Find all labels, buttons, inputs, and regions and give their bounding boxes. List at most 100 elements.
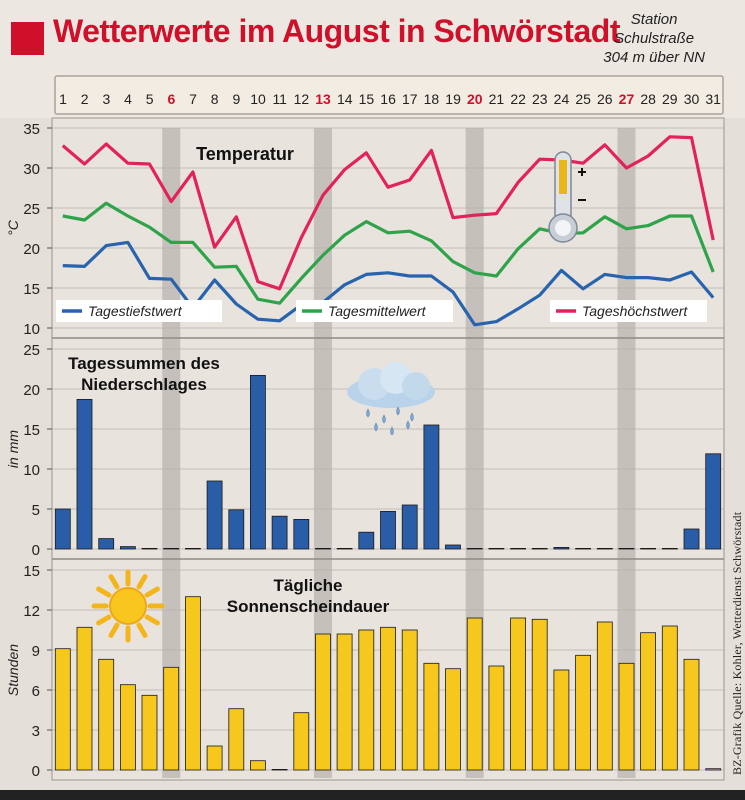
temp-ticklabel-35: 35 — [23, 121, 40, 138]
precip-bar-16 — [380, 510, 396, 550]
precip-bar-27 — [618, 548, 635, 550]
precip-title-line-2: Niederschlages — [81, 375, 207, 394]
day-label-2: 2 — [81, 91, 89, 107]
day-label-10: 10 — [250, 91, 266, 107]
sun-bar-10 — [249, 760, 266, 771]
sun-bar-21 — [488, 665, 505, 771]
cloud-puff-3 — [402, 372, 430, 400]
sun-bar-7 — [184, 596, 201, 771]
precip-bar-18 — [423, 424, 440, 550]
sun-title-line-1: Tägliche — [274, 576, 343, 595]
day-label-9: 9 — [232, 91, 240, 107]
day-label-6: 6 — [167, 91, 175, 107]
precip-bar-5 — [141, 548, 158, 550]
weekend-bands — [162, 128, 636, 778]
precip-bar-21 — [488, 548, 505, 550]
day-label-26: 26 — [597, 91, 613, 107]
sun-ticklabel-15: 15 — [23, 563, 40, 580]
header: Wetterwerte im August in Schwörstadt Sta… — [0, 0, 745, 70]
sun-title-line-2: Sonnenscheindauer — [227, 597, 390, 616]
cloud-rain-icon — [347, 362, 435, 436]
sun-ticklabel-9: 9 — [32, 643, 40, 660]
precip-bar-11 — [271, 515, 288, 550]
precip-axis-label: in mm — [5, 430, 21, 468]
precip-bar-19 — [445, 544, 461, 550]
precip-bar-25 — [575, 548, 591, 550]
title-marker — [11, 22, 44, 55]
sun-bar-12 — [293, 712, 310, 771]
sun-bar-6 — [163, 666, 180, 771]
sun-bar-5 — [141, 694, 158, 771]
precip-bar-15 — [358, 531, 375, 550]
raindrop-1 — [382, 414, 386, 424]
day-label-30: 30 — [684, 91, 700, 107]
raindrop-0 — [366, 408, 370, 418]
precip-bar-22 — [510, 548, 527, 550]
sun-bar-24 — [553, 669, 570, 771]
temperature-panel: Temperatur Tagestiefstwert Tagesmittelwert… — [56, 135, 715, 327]
sun-bar-14 — [336, 633, 353, 771]
series-line-mean — [62, 201, 715, 305]
day-label-21: 21 — [489, 91, 505, 107]
day-label-17: 17 — [402, 91, 418, 107]
day-label-13: 13 — [315, 91, 331, 107]
precipitation-panel: Tagessummen des Niederschlages — [54, 354, 722, 550]
sun-bar-26 — [596, 621, 613, 771]
precip-bar-29 — [661, 548, 678, 550]
precip-bar-7 — [184, 548, 201, 550]
precip-bar-30 — [683, 528, 700, 550]
day-label-19: 19 — [445, 91, 461, 107]
day-header-box — [54, 75, 724, 115]
station-line-2: Schulstraße — [614, 30, 695, 47]
legend-mean-box — [296, 300, 453, 322]
sun-bar-2 — [76, 626, 93, 771]
precip-bar-9 — [228, 509, 245, 550]
raindrop-6 — [406, 420, 410, 430]
precip-bar-4 — [120, 546, 136, 550]
sun-ray-1 — [144, 614, 160, 626]
sun-bar-28 — [640, 632, 656, 771]
series-line-low — [62, 240, 715, 327]
sun-bar-17 — [401, 629, 418, 771]
sun-bar-23 — [531, 618, 548, 771]
sun-icon — [91, 569, 165, 643]
sun-ticklabel-0: 0 — [32, 763, 40, 780]
day-label-8: 8 — [211, 91, 219, 107]
sun-ticklabel-3: 3 — [32, 723, 40, 740]
sun-bar-30 — [683, 658, 700, 771]
station-line-1: Station — [630, 11, 678, 28]
day-label-27: 27 — [619, 91, 635, 107]
precip-bar-28 — [640, 548, 656, 550]
sun-bar-31 — [705, 768, 722, 771]
precip-ticklabel-10: 10 — [23, 462, 40, 479]
temp-ticklabel-15: 15 — [23, 281, 40, 298]
day-label-16: 16 — [380, 91, 396, 107]
temp-axis-label: °C — [5, 219, 21, 236]
sun-bar-27 — [618, 662, 635, 771]
day-label-4: 4 — [124, 91, 132, 107]
weekend-band-20 — [465, 128, 484, 778]
station-line-3: 304 m über NN — [603, 49, 705, 66]
precip-bar-1 — [54, 508, 71, 550]
day-label-25: 25 — [575, 91, 591, 107]
day-label-12: 12 — [294, 91, 310, 107]
weekend-band-6 — [162, 128, 181, 778]
series-line-high — [61, 135, 715, 291]
day-label-3: 3 — [102, 91, 110, 107]
day-label-15: 15 — [359, 91, 375, 107]
precip-bar-8 — [206, 480, 223, 550]
day-label-5: 5 — [146, 91, 154, 107]
precip-bar-20 — [466, 548, 483, 550]
precip-bar-3 — [98, 538, 115, 550]
sun-bar-20 — [466, 617, 483, 771]
precip-bar-2 — [76, 398, 93, 550]
day-label-1: 1 — [59, 91, 67, 107]
sun-bar-9 — [228, 708, 245, 771]
precip-bar-17 — [401, 504, 418, 550]
temp-ticklabel-10: 10 — [23, 321, 40, 338]
thermometer-icon — [548, 151, 586, 243]
sun-ray-7 — [96, 586, 112, 598]
precip-ticklabel-0: 0 — [32, 542, 40, 559]
raindrop-2 — [396, 406, 400, 416]
